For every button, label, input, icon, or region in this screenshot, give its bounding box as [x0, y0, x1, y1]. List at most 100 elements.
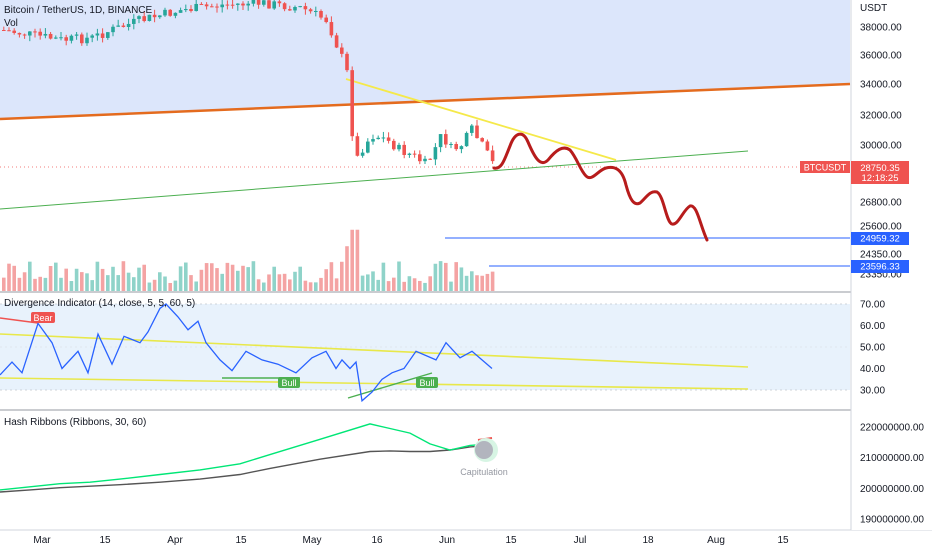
divergence-tick: 40.00 — [860, 364, 885, 375]
volume-bar — [90, 280, 94, 291]
volume-bar — [210, 263, 214, 291]
currency-label: USDT — [860, 3, 887, 14]
volume-bar — [54, 262, 58, 291]
candle-body — [319, 10, 323, 18]
volume-bar — [64, 268, 68, 291]
capitulation-dot — [475, 441, 493, 459]
descending-trendline — [345, 78, 617, 161]
candle-body — [251, 0, 256, 4]
candle-body — [433, 147, 438, 160]
hash-tick: 220000000.00 — [860, 423, 924, 434]
candle-body — [256, 0, 261, 5]
volume-bar — [366, 274, 370, 291]
time-tick: 18 — [642, 535, 654, 546]
volume-bar — [475, 275, 479, 291]
candle-body — [366, 141, 370, 153]
ascending-trendline — [0, 150, 749, 210]
candle-body — [106, 32, 110, 38]
candle-body — [116, 25, 120, 27]
time-tick: 15 — [777, 535, 789, 546]
volume-bar — [308, 282, 313, 291]
volume-bar — [386, 281, 391, 291]
candle-body — [282, 3, 287, 10]
price-tick: 25600.00 — [860, 222, 902, 233]
volume-bar — [454, 262, 458, 291]
bull-tag-2 — [416, 377, 438, 388]
volume-bar — [189, 275, 193, 291]
price-tick: 32000.00 — [860, 111, 902, 122]
volume-bar — [121, 261, 126, 291]
candle-body — [48, 33, 53, 39]
candle-body — [345, 53, 349, 71]
candle-body — [418, 154, 422, 162]
volume-bar — [267, 274, 271, 291]
volume-legend[interactable]: Vol — [4, 18, 18, 29]
level-1-text: 24959.32 — [860, 234, 900, 245]
volume-bar — [464, 275, 469, 291]
volume-bar — [173, 280, 178, 291]
candle-body — [267, 0, 271, 9]
volume-bar — [85, 273, 89, 291]
candle-body — [74, 34, 79, 36]
candle-body — [33, 31, 37, 33]
volume-bar — [236, 270, 240, 291]
volume-bar — [17, 277, 22, 291]
candle-body — [464, 132, 469, 147]
volume-bar — [449, 281, 453, 291]
bear-tag — [31, 312, 55, 323]
candle-body — [241, 3, 245, 6]
candle-body — [194, 3, 198, 12]
candle-body — [204, 4, 209, 7]
candle-body — [355, 136, 360, 156]
volume-bar — [126, 272, 131, 291]
candle-body — [438, 134, 443, 148]
candle-body — [220, 4, 224, 8]
divergence-pane-title[interactable]: Divergence Indicator (14, close, 5, 5, 6… — [4, 298, 196, 309]
volume-bar — [111, 266, 115, 291]
symbol-title[interactable]: Bitcoin / TetherUS, 1D, BINANCE — [4, 5, 153, 16]
volume-bar — [314, 282, 318, 291]
volume-bars — [2, 229, 495, 291]
volume-bar — [69, 281, 74, 291]
candle-body — [85, 37, 89, 44]
volume-bar — [168, 282, 172, 291]
divergence-tick: 50.00 — [860, 343, 885, 354]
volume-bar — [459, 267, 464, 291]
candle-body — [210, 6, 214, 8]
price-tick: 26800.00 — [860, 198, 902, 209]
time-axis-labels[interactable]: Mar 15 Apr 15 May 16 Jun 15 Jul 18 Aug 15 — [33, 535, 789, 546]
volume-bar — [116, 275, 120, 291]
candle-body — [262, 0, 266, 5]
hash-ribbon-slow — [0, 444, 491, 493]
candle-body — [152, 14, 157, 18]
candle-body — [272, 1, 276, 9]
volume-bar — [28, 261, 32, 291]
volume-bar — [345, 246, 349, 291]
divergence-resistance-line — [0, 333, 749, 368]
time-tick: Mar — [33, 535, 51, 546]
candle-body — [163, 9, 167, 16]
candle-body — [293, 6, 297, 11]
volume-bar — [251, 261, 256, 291]
candle-body — [308, 9, 313, 12]
volume-bar — [7, 263, 11, 291]
time-tick: Jun — [439, 535, 455, 546]
volume-bar — [163, 276, 167, 291]
candle-body — [423, 158, 427, 162]
volume-bar — [303, 280, 308, 291]
candle-body — [485, 141, 490, 151]
volume-bar — [12, 265, 16, 291]
candle-body — [449, 143, 453, 145]
candle-body — [126, 23, 131, 27]
candle-body — [470, 125, 474, 133]
candle-body — [454, 143, 458, 150]
volume-bar — [490, 271, 495, 291]
candle-body — [189, 9, 193, 12]
candle-body — [12, 30, 16, 33]
hash-pane-title[interactable]: Hash Ribbons (Ribbons, 30, 60) — [4, 417, 147, 428]
volume-bar — [470, 271, 474, 291]
volume-bar — [418, 280, 422, 291]
candle-body — [178, 10, 183, 13]
